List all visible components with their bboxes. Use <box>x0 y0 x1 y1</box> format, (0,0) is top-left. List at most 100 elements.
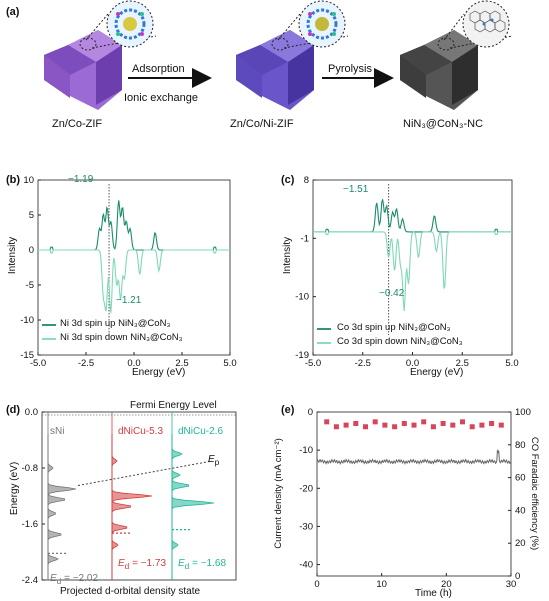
y-tick-label: 0 <box>29 245 34 256</box>
fe-point <box>343 422 349 428</box>
x-tick-label: 0.0 <box>406 358 419 369</box>
dos-area-3 <box>171 412 215 580</box>
step1-bottom-label: Ionic exchange <box>124 92 198 104</box>
y-tick-label-left: 0 <box>308 407 313 418</box>
y-tick-label: 0.0 <box>25 407 38 418</box>
x-tick-label: -5.0 <box>305 358 321 369</box>
y-tick-label: -0.8 <box>22 463 38 474</box>
y-tick-label-right: 60 <box>515 473 526 484</box>
ep-line <box>77 460 213 486</box>
y-tick-label-right: 80 <box>515 440 526 451</box>
fe-point <box>324 419 330 425</box>
x-tick-label: 30 <box>506 579 517 590</box>
y-tick-label: -1 <box>301 233 309 244</box>
y-tick-label-left: -10 <box>299 445 313 456</box>
x-axis-label-b: Energy (eV) <box>132 367 186 378</box>
series-line-1 <box>38 200 230 251</box>
fe-point <box>489 420 495 426</box>
panel-label-e: (e) <box>281 404 295 416</box>
legend-b-2: Ni 3d spin down NiN₃@CoN₃ <box>60 332 183 343</box>
rhombic-dodecahedron-2 <box>236 30 314 110</box>
y-tick-label: -10 <box>295 292 309 303</box>
fe-point <box>363 424 368 430</box>
column-label-dnicu26: dNiCu-2.6 <box>178 426 224 437</box>
fe-point <box>498 422 504 428</box>
y-tick-label: -1.6 <box>22 519 38 530</box>
fe-point <box>353 420 359 426</box>
y-tick-label: -19 <box>295 350 309 361</box>
fe-point <box>450 422 456 428</box>
step1-top-label: Adsorption <box>132 63 185 75</box>
panel-c: (c) -5.0 -2.5 0.0 2.5 5.0 8 -1 -10 -19 Energy (e… <box>275 170 549 380</box>
dos-area-1 <box>47 412 77 580</box>
y-tick-label-right: 40 <box>515 505 526 516</box>
zoom-circle-1 <box>79 0 157 51</box>
x-tick-label: -5.0 <box>30 358 46 369</box>
x-tick-label: 20 <box>441 579 452 590</box>
y-axis-label-e-left: Current density (mA cm⁻²) <box>272 438 284 549</box>
ed-label-dnicu53: Ed = −1.73 <box>118 558 167 571</box>
ed-label-dnicu26: Ed = −1.68 <box>178 558 227 571</box>
x-tick-label: 10 <box>376 579 387 590</box>
x-axis-label-e: Time (h) <box>415 588 452 599</box>
fe-point <box>479 422 485 428</box>
y-axis-label-d: Energy (eV) <box>9 461 21 516</box>
annotation-c-2: −0.42 <box>379 288 405 299</box>
y-tick-label-left: -20 <box>299 483 313 494</box>
x-tick-label: 5.0 <box>505 358 518 369</box>
y-tick-label: -5 <box>26 280 34 291</box>
material-1-label: Zn/Co-ZIF <box>52 118 103 130</box>
panel-label-c: (c) <box>281 174 295 186</box>
step2-top-label: Pyrolysis <box>328 63 373 75</box>
panel-label-a: (a) <box>6 6 20 18</box>
legend-b-1: Ni 3d spin up NiN₃@CoN₃ <box>60 318 171 329</box>
fe-point <box>469 424 475 430</box>
plot-frame <box>41 411 237 581</box>
material-3-label: NiN₃@CoN₃-NC <box>403 118 484 130</box>
panel-b: (b) -5.0 -2.5 0.0 2.5 5.0 10 5 0 -5 -10 -15 Energy… <box>0 170 270 380</box>
x-tick-label: 5.0 <box>223 358 236 369</box>
series-line-2 <box>38 249 230 314</box>
x-tick-label: -2.5 <box>355 358 371 369</box>
fe-point <box>372 419 378 425</box>
dos-area-2 <box>111 412 153 580</box>
column-label-dnicu53: dNiCu-5.3 <box>118 426 164 437</box>
x-tick-label: 0 <box>314 579 319 590</box>
y-tick-label: -2.4 <box>22 575 38 586</box>
series-line-2 <box>313 231 512 312</box>
panel-e: (e) 0 10 20 30 0 -10 -20 -30 -40 100 80 60 40 20 0 Tim… <box>272 398 549 601</box>
y-tick-label-left: -30 <box>299 521 313 532</box>
chart-b: -5.0 -2.5 0.0 2.5 5.0 10 5 0 -5 -10 -15 <box>20 175 236 369</box>
material-2-label: Zn/Co/Ni-ZIF <box>230 118 294 130</box>
column-label-sni: sNi <box>50 426 65 437</box>
plot-frame <box>316 411 512 577</box>
fe-point <box>421 419 427 425</box>
panel-d: (d) 0.0 -0.8 -1.6 -2.4 Fermi Energy Level E… <box>0 398 270 601</box>
annotation-b-2: −1.21 <box>116 295 142 306</box>
zoom-circle-2 <box>271 0 349 51</box>
y-axis-label-c: Intensity <box>282 236 294 275</box>
panel-label-b: (b) <box>6 174 21 186</box>
fe-point <box>460 419 465 425</box>
rhombic-dodecahedron-1 <box>44 30 122 110</box>
y-tick-label-right: 100 <box>515 407 531 418</box>
fe-point <box>401 420 407 426</box>
annotation-b-1: −1.19 <box>68 174 94 185</box>
rhombic-dodecahedron-3 <box>400 30 478 110</box>
ep-label: Ep <box>208 454 220 467</box>
x-tick-label: 2.5 <box>175 358 188 369</box>
x-tick-label: 0.0 <box>127 358 140 369</box>
fe-point <box>430 424 436 430</box>
fermi-label: Fermi Energy Level <box>130 400 217 411</box>
x-axis-label-d: Projected d-orbital density state <box>60 586 201 597</box>
x-tick-label: -2.5 <box>78 358 94 369</box>
panel-label-d: (d) <box>6 404 21 416</box>
fe-point <box>411 422 417 428</box>
schematic <box>44 0 513 110</box>
legend-c-2: Co 3d spin down NiN₃@CoN₃ <box>337 336 463 347</box>
fe-point <box>382 422 388 428</box>
x-tick-label: 2.5 <box>456 358 469 369</box>
ed-label-sni: Ed = −2.02 <box>50 573 99 586</box>
fe-point <box>440 420 446 426</box>
